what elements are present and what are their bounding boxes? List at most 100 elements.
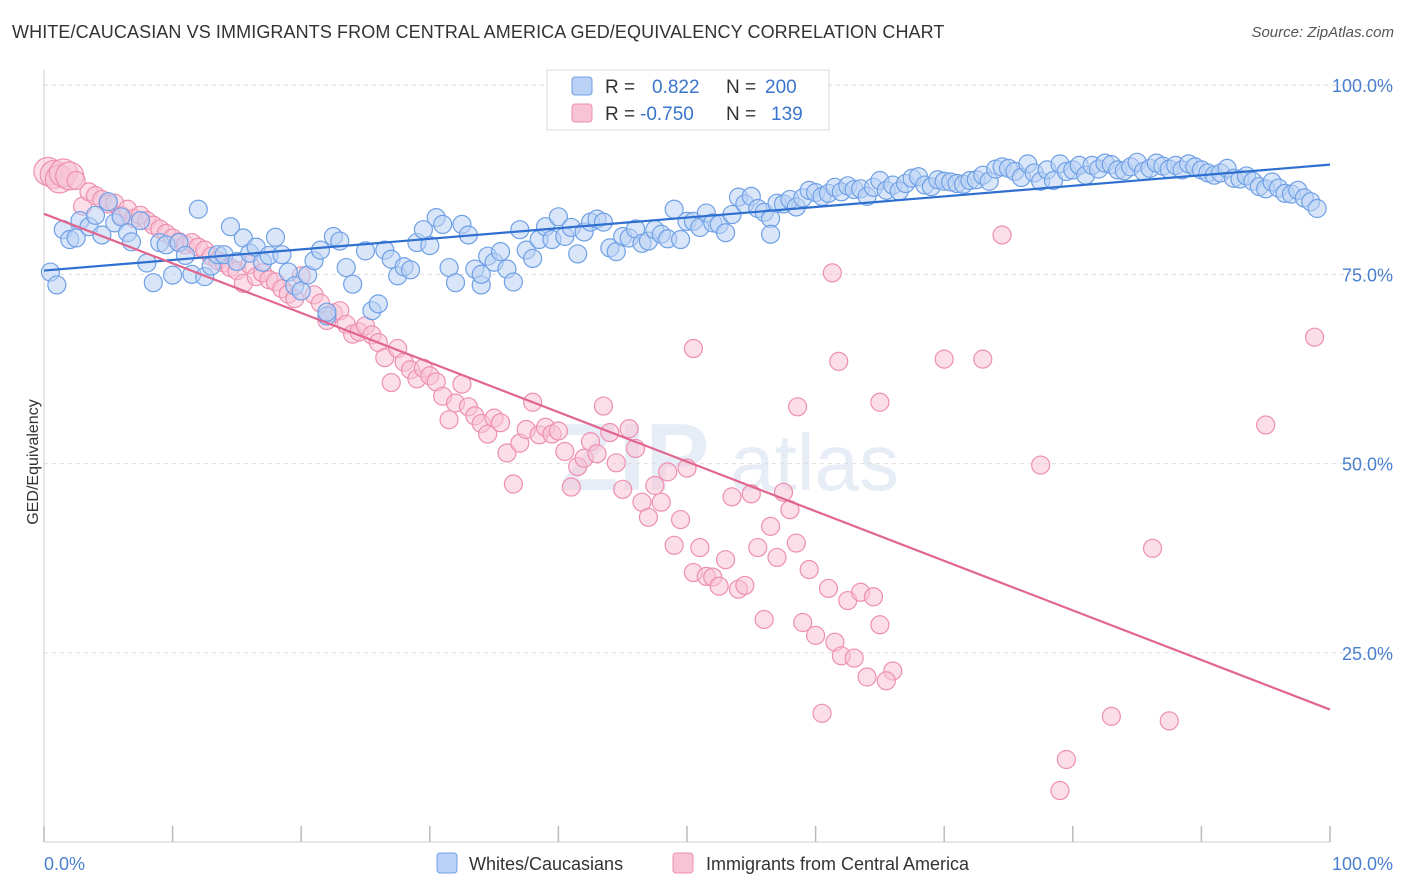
data-point <box>683 338 704 359</box>
data-point <box>1056 749 1076 770</box>
data-point <box>760 516 781 536</box>
chart-title: WHITE/CAUCASIAN VS IMMIGRANTS FROM CENTR… <box>12 22 945 42</box>
y-tick-label: 100.0% <box>1332 76 1393 96</box>
x-tick-label-max: 100.0% <box>1332 854 1393 874</box>
data-point <box>548 421 569 441</box>
data-point <box>1307 198 1327 219</box>
data-point <box>317 302 337 322</box>
data-point <box>715 550 736 570</box>
data-point <box>787 397 808 417</box>
data-point <box>310 240 331 260</box>
data-point <box>870 615 890 635</box>
trend-line-immigrants <box>43 212 1331 711</box>
data-point <box>368 294 388 314</box>
legend-swatch-pink <box>571 103 593 123</box>
y-tick-label: 50.0% <box>1342 455 1393 475</box>
data-point <box>690 537 710 558</box>
data-point <box>664 535 684 555</box>
data-point <box>651 492 671 512</box>
data-point <box>445 273 466 293</box>
data-point <box>844 648 864 668</box>
legend-box <box>546 69 830 131</box>
data-point <box>722 487 742 507</box>
legend-r-label-1: R = <box>605 77 635 98</box>
data-point <box>670 229 691 250</box>
data-point <box>175 245 196 266</box>
data-point <box>735 575 755 596</box>
data-point <box>568 244 588 264</box>
data-point <box>593 396 614 416</box>
data-point <box>863 587 884 607</box>
data-point <box>439 410 459 430</box>
data-point <box>523 248 543 269</box>
data-point <box>220 217 241 237</box>
legend-n-value-1: 200 <box>765 77 797 98</box>
data-point <box>992 225 1012 245</box>
data-point <box>381 372 401 393</box>
legend-r-label-2: R = <box>605 104 635 125</box>
y-tick-label: 75.0% <box>1342 265 1393 285</box>
data-point <box>1031 455 1051 475</box>
x-tick-label-min: 0.0% <box>44 854 85 874</box>
data-point <box>503 474 523 494</box>
data-point <box>548 207 569 227</box>
top-legend: R = 0.822 N = 200 R = -0.750 N = 139 <box>546 69 830 131</box>
bottom-legend: Whites/Caucasians Immigrants from Centra… <box>436 852 970 874</box>
data-point <box>760 224 781 244</box>
y-tick-label: 25.0% <box>1342 644 1393 664</box>
data-point <box>748 537 768 558</box>
source-label: Source: ZipAtlas.com <box>1251 24 1394 41</box>
data-point <box>188 199 208 219</box>
data-point <box>47 275 67 295</box>
data-point <box>638 507 659 527</box>
data-point <box>619 419 639 439</box>
data-point <box>1050 780 1070 801</box>
data-point <box>767 547 787 568</box>
trend-line-whites <box>43 163 1331 272</box>
data-point <box>805 625 826 645</box>
data-point <box>613 479 633 499</box>
legend-swatch-blue <box>571 76 593 96</box>
series-whites-caucasians <box>40 152 1327 326</box>
data-point <box>818 578 839 599</box>
data-point <box>497 443 517 463</box>
data-point <box>400 260 421 280</box>
data-point <box>336 257 356 278</box>
data-point <box>754 609 774 630</box>
data-point <box>272 245 292 265</box>
data-point <box>510 220 530 240</box>
y-axis-label: GED/Equivalency <box>25 399 42 524</box>
data-point <box>490 413 511 433</box>
data-point <box>829 351 849 371</box>
data-point <box>606 453 626 473</box>
data-point <box>561 477 581 497</box>
data-point <box>98 192 118 212</box>
data-point <box>587 444 607 464</box>
legend-r-value-1: 0.822 <box>652 77 700 98</box>
bottom-legend-swatch-pink <box>672 852 694 874</box>
data-point <box>857 667 877 687</box>
data-point <box>593 212 614 232</box>
data-point <box>822 263 842 283</box>
data-point <box>85 205 106 225</box>
data-point <box>870 392 890 412</box>
legend-n-value-2: 139 <box>771 104 803 125</box>
bottom-legend-label-2: Immigrants from Central America <box>706 854 970 874</box>
data-point <box>973 349 993 369</box>
data-point <box>1142 538 1163 558</box>
data-point <box>490 242 511 262</box>
data-point <box>503 272 523 292</box>
data-point <box>130 211 151 231</box>
data-point <box>670 509 691 530</box>
axes <box>43 70 1331 843</box>
legend-n-label-2: N = <box>726 104 756 125</box>
data-point <box>433 214 453 234</box>
data-point <box>1101 706 1121 726</box>
data-point <box>645 475 665 496</box>
legend-r-value-2: -0.750 <box>640 104 694 125</box>
data-point <box>471 264 491 284</box>
data-point <box>1159 711 1179 731</box>
data-point <box>876 671 896 691</box>
data-point <box>799 559 819 580</box>
